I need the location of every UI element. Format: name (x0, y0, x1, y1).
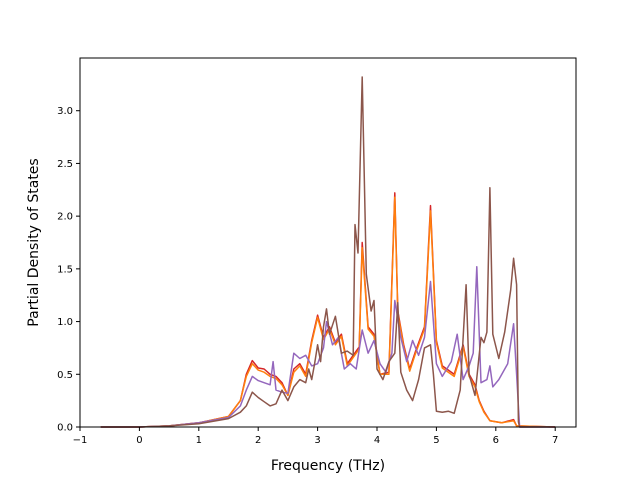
y-tick-label: 1.0 (57, 317, 73, 328)
x-tick-label: 1 (196, 435, 202, 446)
series-line-3 (100, 265, 556, 428)
x-axis-ticks: −1 0 1 2 3 4 5 6 7 (73, 427, 558, 446)
x-tick-label: 3 (314, 435, 320, 446)
x-tick-label: 4 (374, 435, 380, 446)
y-axis-ticks: 0.0 0.5 1.0 1.5 2.0 2.5 3.0 (57, 106, 80, 434)
series-group (100, 76, 556, 428)
plot-frame (79, 57, 577, 428)
y-axis-label: Partial Density of States (26, 158, 42, 326)
y-tick-label: 2.5 (57, 159, 73, 170)
y-tick-label: 0.0 (57, 423, 73, 434)
y-tick-label: 3.0 (57, 106, 73, 117)
y-tick-label: 1.5 (57, 264, 73, 275)
series-line-4 (100, 76, 556, 428)
x-tick-label: 2 (255, 435, 261, 446)
x-tick-label: 5 (433, 435, 439, 446)
x-tick-label: 6 (493, 435, 499, 446)
x-tick-label: 7 (552, 435, 558, 446)
x-tick-label: −1 (73, 435, 88, 446)
y-tick-label: 0.5 (57, 370, 73, 381)
x-axis-label: Frequency (THz) (271, 458, 385, 474)
x-tick-label: 0 (136, 435, 142, 446)
y-tick-label: 2.0 (57, 212, 73, 223)
